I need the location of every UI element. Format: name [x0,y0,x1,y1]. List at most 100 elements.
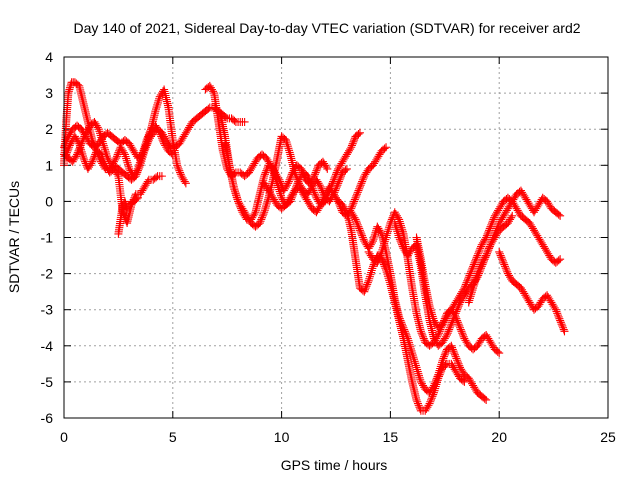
data-point [465,271,474,280]
data-point [365,272,374,281]
data-point [153,100,162,109]
data-point [465,296,474,305]
data-point [417,329,426,338]
data-point [434,368,443,377]
data-point [426,306,435,315]
data-point [276,189,285,198]
x-tick-label: 15 [383,429,399,445]
data-point [358,233,367,242]
y-tick-labels: -6 -5 -4 -3 -2 -1 0 1 2 3 4 [41,49,54,426]
data-point [413,397,422,406]
data-point [459,332,468,341]
data-point [487,238,496,247]
data-point [437,360,446,369]
data-point [139,146,148,155]
x-tick-labels: 0 5 10 15 20 25 [60,429,616,445]
data-point [468,286,477,295]
data-point [383,227,392,236]
data-point [488,217,497,226]
data-point [501,264,510,273]
data-point [322,163,331,172]
data-point [363,280,372,289]
data-point [341,166,350,175]
data-point [393,229,402,238]
data-point [556,316,565,325]
data-point [77,147,86,156]
data-point [144,132,153,141]
data-point [229,182,238,191]
data-point [472,273,481,282]
data-point [399,323,408,332]
data-point [101,145,110,154]
data-point [453,358,462,367]
data-point [312,166,321,175]
data-point [469,262,478,271]
data-point [258,213,267,222]
data-point [142,136,151,145]
data-point [350,195,359,204]
series-track-15 [464,186,565,307]
data-point [405,340,414,349]
series-track-11 [347,208,491,404]
data-point [469,260,478,269]
data-point [135,160,144,169]
data-point [259,210,268,219]
data-point [458,329,467,338]
data-point [458,376,467,385]
data-point [285,175,294,184]
data-point [153,98,162,107]
data-point [413,367,422,376]
data-point [419,334,428,343]
data-point [500,260,509,269]
data-point [390,219,399,228]
data-point [416,327,425,336]
data-point [476,262,485,271]
data-point [458,330,467,339]
data-point [356,181,365,190]
y-tick-label: -1 [41,230,54,246]
data-point [234,197,243,206]
data-point [330,173,339,182]
data-point [154,96,163,105]
data-point [482,249,491,258]
data-point [261,204,270,213]
data-point [428,383,437,392]
data-point [290,168,299,177]
data-point [81,130,90,139]
data-point [407,346,416,355]
data-point [175,166,184,175]
data-point [496,251,505,260]
data-point [486,222,495,231]
data-point [467,290,476,299]
data-point [362,282,371,291]
data-point [124,162,133,171]
data-point [173,163,182,172]
data-point [553,311,562,320]
data-point [448,316,457,325]
data-point [497,253,506,262]
data-point [447,320,456,329]
data-point [403,334,412,343]
data-point [65,143,74,152]
data-point [374,256,383,265]
data-point [482,395,491,404]
data-point [310,188,319,197]
data-point [99,155,108,164]
data-point [487,219,496,228]
data-point [262,199,271,208]
data-point [181,179,190,188]
data-point [376,251,385,260]
data-point [558,321,567,330]
data-point [395,215,404,224]
data-point [555,314,564,323]
data-point [236,202,245,211]
data-point [391,223,400,232]
data-point [174,164,183,173]
data-point [377,247,386,256]
data-point [95,127,104,136]
series-track-16 [495,247,569,336]
data-point [272,175,281,184]
data-point [449,314,458,323]
data-point [455,321,464,330]
data-point [477,260,486,269]
